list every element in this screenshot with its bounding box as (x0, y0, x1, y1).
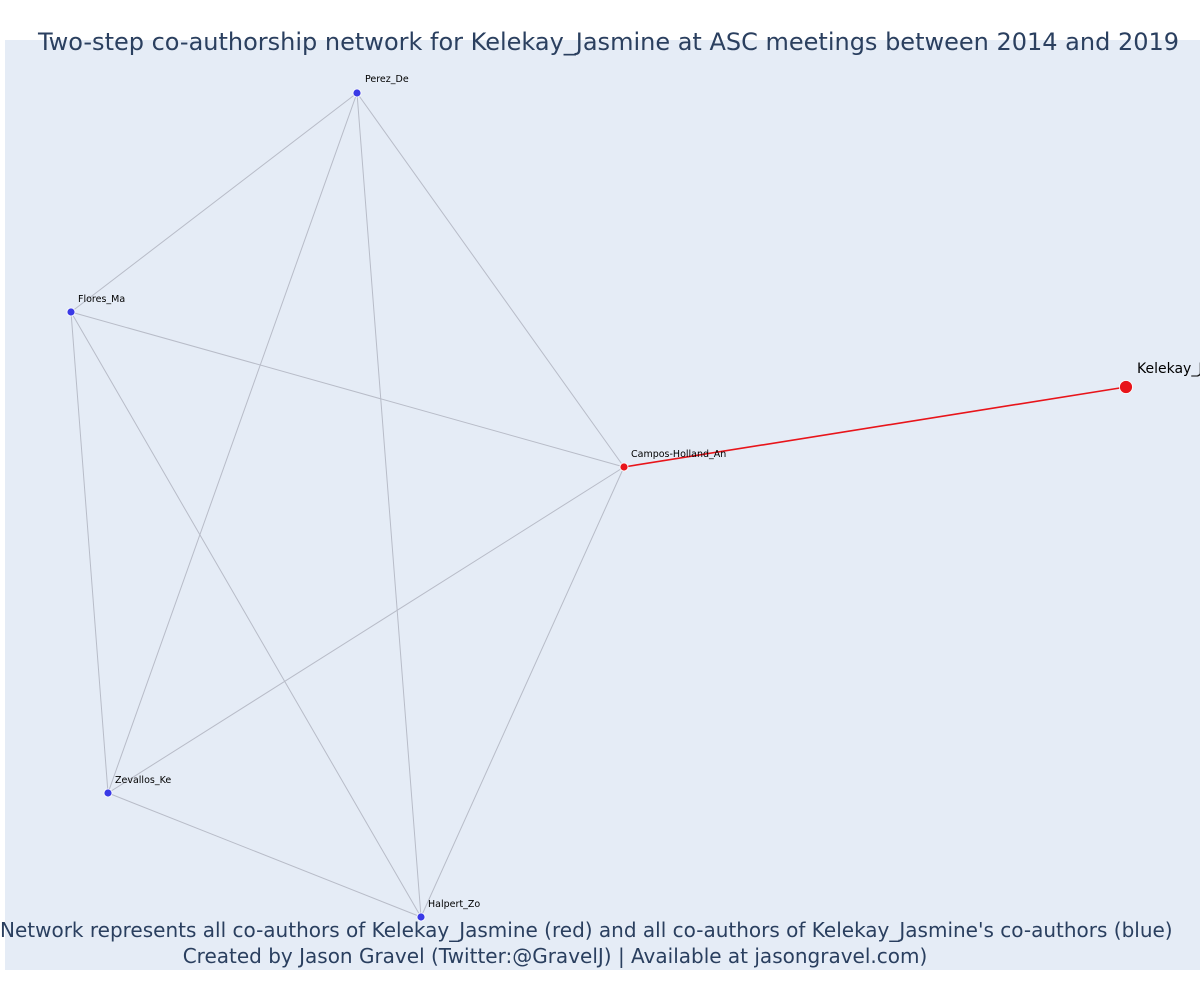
node-label-zevallos: Zevallos_Ke (115, 775, 171, 786)
node-flores[interactable] (66, 307, 76, 317)
edge-campos-halpert (420, 466, 625, 918)
edge-perez-flores (70, 92, 358, 313)
node-kelekay[interactable] (1119, 380, 1133, 394)
caption-credit: Created by Jason Gravel (Twitter:@Gravel… (182, 944, 928, 968)
chart-title: Two-step co-authorship network for Kelek… (37, 28, 1180, 56)
nodes-layer (66, 88, 1133, 922)
edge-campos-zevallos (107, 466, 625, 794)
plot-background (5, 40, 1200, 970)
edge-flores-zevallos (70, 311, 109, 794)
edges-layer (70, 92, 1127, 918)
edge-zevallos-halpert (107, 792, 422, 918)
edge-campos-perez (356, 92, 625, 468)
node-perez[interactable] (352, 88, 362, 98)
edge-perez-halpert (356, 92, 422, 918)
node-campos[interactable] (619, 462, 629, 472)
node-label-perez: Perez_De (365, 74, 409, 85)
node-label-flores: Flores_Ma (78, 294, 125, 305)
node-label-campos: Campos-Holland_An (631, 449, 726, 460)
edge-campos-flores (70, 311, 625, 468)
node-zevallos[interactable] (103, 788, 113, 798)
caption-description: Network represents all co-authors of Kel… (0, 918, 1173, 942)
edge-kelekay-campos (623, 386, 1127, 468)
edge-flores-halpert (70, 311, 422, 918)
edge-perez-zevallos (107, 92, 358, 794)
node-label-kelekay: Kelekay_Jasmine (1137, 361, 1200, 377)
node-halpert[interactable] (416, 912, 426, 922)
node-label-halpert: Halpert_Zo (428, 899, 480, 910)
labels-layer: Kelekay_Jasmine Campos-Holland_An Perez_De… (78, 74, 1200, 910)
